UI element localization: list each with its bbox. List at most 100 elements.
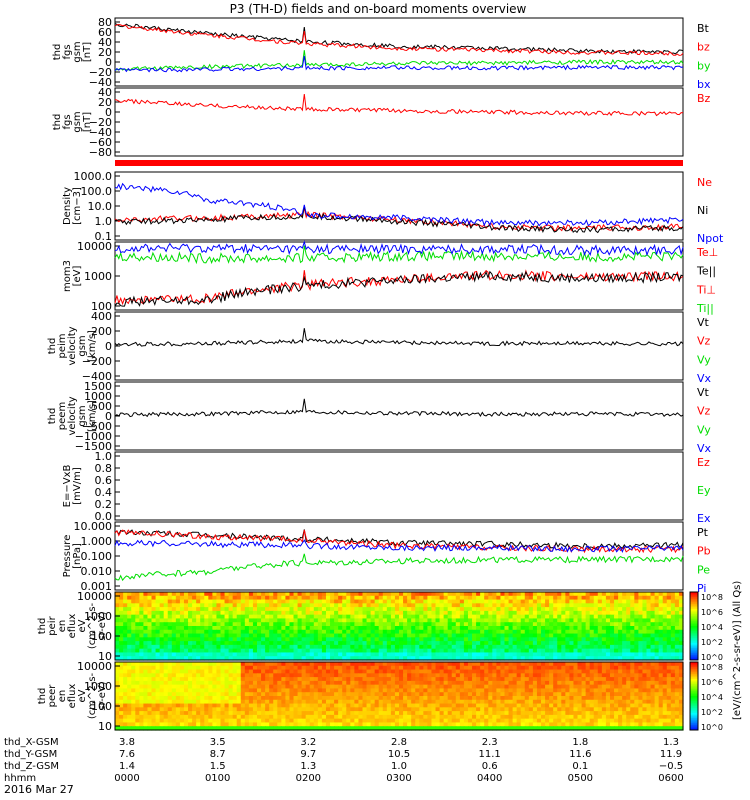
spectrogram-cell (553, 688, 558, 693)
spectrogram-cell (155, 718, 161, 724)
spectrogram-cell (528, 629, 534, 635)
spectrogram-cell (139, 703, 144, 708)
spectrogram-cell (200, 626, 205, 631)
spectrogram-cell (561, 677, 566, 682)
spectrogram-cell (285, 665, 291, 671)
spectrogram-cell (634, 665, 639, 671)
spectrogram-cell (228, 680, 234, 686)
spectrogram-cell (399, 673, 404, 678)
spectrogram-cell (362, 669, 368, 674)
spectrogram-cell (147, 665, 153, 671)
spectrogram-cell (423, 656, 428, 661)
spectrogram-cell (488, 692, 493, 697)
spectrogram-cell (386, 665, 392, 671)
spectrogram-cell (183, 696, 189, 701)
spectrogram-cell (196, 669, 201, 674)
spectrogram-cell (561, 714, 566, 720)
spectrogram-cell (139, 665, 144, 671)
spectrogram-cell (662, 714, 668, 720)
spectrogram-cell (638, 618, 644, 623)
spectrogram-cell (179, 592, 185, 597)
spectrogram-cell (265, 707, 270, 712)
spectrogram-cell (366, 618, 372, 623)
spectrogram-cell (305, 599, 311, 604)
spectrogram-cell (573, 610, 579, 616)
spectrogram-cell (220, 607, 226, 612)
spectrogram-cell (561, 648, 566, 654)
spectrogram-cell (163, 656, 169, 661)
spectrogram-cell (374, 703, 380, 708)
spectrogram-cell (151, 637, 157, 642)
spectrogram-cell (378, 707, 384, 712)
spectrogram-cell (601, 680, 607, 686)
spectrogram-cell (179, 652, 185, 657)
spectrogram-cell (678, 652, 684, 657)
spectrogram-cell (524, 673, 530, 678)
spectrogram-cell (516, 673, 522, 678)
spectrogram-cell (350, 714, 355, 720)
spectrogram-cell (528, 648, 534, 654)
spectrogram-cell (301, 696, 307, 701)
spectrogram-cell (646, 673, 652, 678)
spectrogram-cell (419, 677, 424, 682)
spectrogram-cell (366, 669, 372, 674)
spectrogram-cell (354, 662, 360, 667)
spectrogram-cell (309, 656, 315, 661)
legend-Vx: Vx (697, 442, 712, 455)
spectrogram-cell (532, 669, 538, 674)
spectrogram-cell (192, 637, 197, 642)
spectrogram-cell (626, 662, 631, 667)
spectrogram-cell (115, 607, 120, 612)
spectrogram-cell (569, 610, 575, 616)
spectrogram-cell (411, 637, 416, 642)
spectrogram-cell (252, 633, 258, 638)
spectrogram-cell (313, 711, 319, 716)
spectrogram-cell (354, 622, 360, 627)
spectrogram-cell (159, 633, 165, 638)
spectrogram-cell (549, 603, 554, 608)
spectrogram-cell (277, 703, 282, 708)
legend-Pb: Pb (697, 545, 711, 558)
spectrogram-cell (394, 622, 400, 627)
spectrogram-cell (545, 626, 550, 631)
spectrogram-cell (561, 626, 566, 631)
spectrogram-cell (204, 692, 209, 697)
spectrogram-cell (646, 665, 652, 671)
spectrogram-cell (512, 707, 518, 712)
spectrogram-cell (504, 607, 510, 612)
spectrogram-cell (415, 692, 420, 697)
spectrogram-cell (358, 673, 364, 678)
spectrogram-cell (175, 696, 181, 701)
spectrogram-cell (528, 626, 534, 631)
spectrogram-cell (200, 711, 205, 716)
spectrogram-cell (390, 673, 396, 678)
spectrogram-cell (212, 673, 218, 678)
spectrogram-cell (403, 592, 408, 597)
spectrogram-cell (285, 610, 291, 616)
spectrogram-cell (573, 680, 579, 686)
spectrogram-cell (147, 610, 153, 616)
spectrogram-cell (362, 673, 368, 678)
spectrogram-cell (589, 714, 595, 720)
spectrogram-cell (585, 633, 591, 638)
spectrogram-cell (601, 599, 607, 604)
spectrogram-cell (447, 626, 453, 631)
spectrogram-cell (484, 711, 489, 716)
spectrogram-cell (244, 610, 250, 616)
spectrogram-cell (305, 707, 311, 712)
spectrogram-cell (390, 688, 396, 693)
spectrogram-cell (309, 684, 315, 690)
spectrogram-cell (159, 699, 165, 705)
spectrogram-cell (159, 641, 165, 646)
spectrogram-cell (208, 637, 213, 642)
spectrogram-cell (330, 618, 335, 623)
spectrogram-cell (423, 669, 428, 674)
spectrogram-cell (334, 592, 339, 597)
spectrogram-cell (593, 637, 599, 642)
spectrogram-cell (411, 665, 416, 671)
spectrogram-cell (423, 637, 428, 642)
spectrogram-cell (273, 603, 278, 608)
spectrogram-cell (131, 662, 136, 667)
spectrogram-cell (394, 644, 400, 650)
spectrogram-cell (646, 637, 652, 642)
